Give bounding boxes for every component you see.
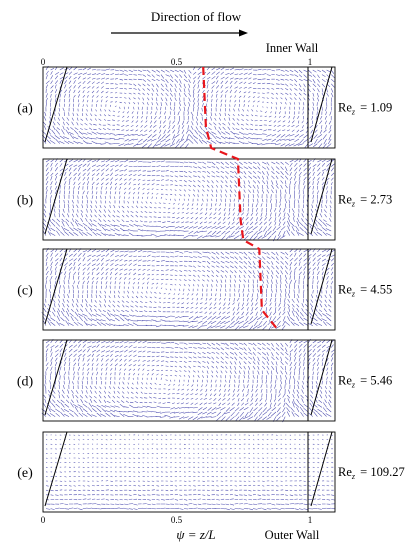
inlet-wall xyxy=(44,158,333,240)
tick-label: 0 xyxy=(41,515,46,525)
velocity-vectors xyxy=(41,338,335,423)
panel-d: (d) Rez = 5.46 xyxy=(17,338,392,423)
reynolds-number-label: Rez = 109.27 xyxy=(338,465,405,481)
bottom-axis-ticks: 0 0.5 1 xyxy=(41,515,313,525)
inlet-wall xyxy=(44,339,333,421)
panel-frame xyxy=(42,248,336,331)
reynolds-number-label: Rez = 5.46 xyxy=(338,374,392,390)
x-axis-label: ψ = z/L xyxy=(176,527,215,542)
velocity-vectors xyxy=(45,434,336,511)
vector-panels: (a) Rez = 1.09(b) Rez = 2.73(c) Rez = 4.55(… xyxy=(17,65,405,513)
velocity-vectors xyxy=(41,65,335,149)
reynolds-number-label: Rez = 1.09 xyxy=(338,101,392,117)
panel-frame xyxy=(42,339,336,422)
panel-a: (a) Rez = 1.09 xyxy=(17,65,392,149)
panel-label: (a) xyxy=(17,102,33,117)
tick-label: 1 xyxy=(308,515,313,525)
panel-e: (e) Rez = 109.27 xyxy=(17,431,405,513)
velocity-vectors xyxy=(42,158,335,242)
inlet-wall xyxy=(44,431,333,512)
reynolds-number-label: Rez = 2.73 xyxy=(338,193,392,209)
top-axis-ticks: 0 0.5 1 xyxy=(41,57,313,67)
outer-wall-label: Outer Wall xyxy=(265,528,320,542)
tick-label: 0.5 xyxy=(171,57,183,67)
panel-label: (e) xyxy=(17,466,33,481)
flow-direction-arrow xyxy=(111,29,248,37)
reynolds-number-label: Rez = 4.55 xyxy=(338,283,392,299)
velocity-vectors xyxy=(41,247,336,331)
panel-label: (d) xyxy=(17,375,34,390)
tick-label: 1 xyxy=(308,57,313,67)
tick-label: 0 xyxy=(41,57,46,67)
panel-frame xyxy=(42,66,336,149)
tick-label: 0.5 xyxy=(171,515,183,525)
panel-frame xyxy=(42,431,336,513)
flow-direction-label: Direction of flow xyxy=(151,9,242,24)
inlet-wall xyxy=(44,66,333,148)
inner-wall-label: Inner Wall xyxy=(266,41,319,55)
panel-label: (c) xyxy=(17,284,33,299)
flow-front-dashed-line xyxy=(202,66,279,331)
panel-frame xyxy=(42,158,336,241)
panel-b: (b) Rez = 2.73 xyxy=(17,158,392,242)
panel-c: (c) Rez = 4.55 xyxy=(17,247,392,331)
inlet-wall xyxy=(44,248,333,330)
panel-label: (b) xyxy=(17,194,34,209)
